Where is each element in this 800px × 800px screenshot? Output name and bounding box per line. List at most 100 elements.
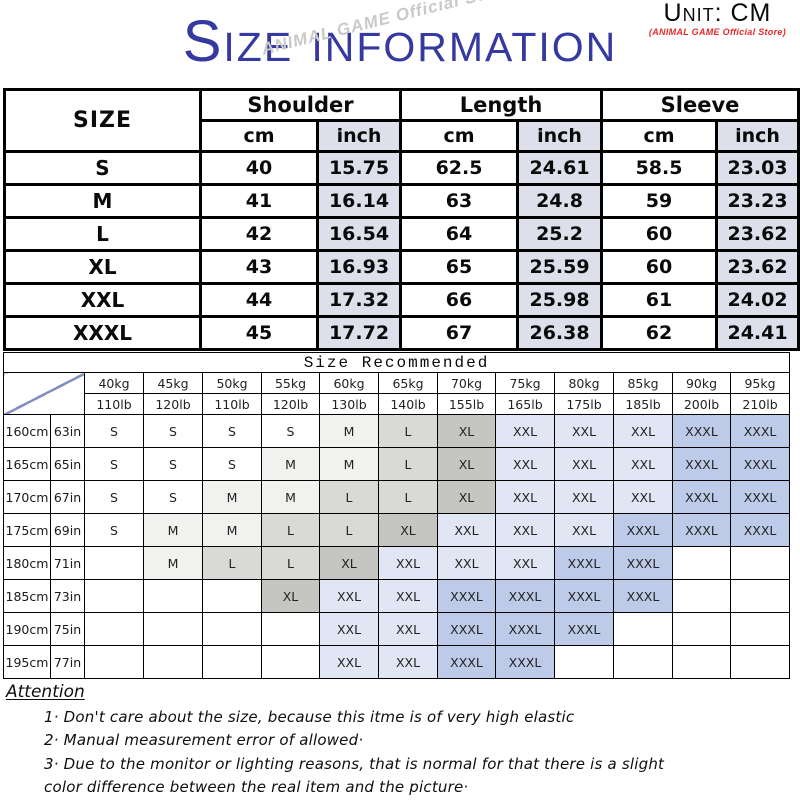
recommended-size-cell: XXXL <box>554 579 614 613</box>
size-table-row: XL 43 16.93 65 25.59 60 23.62 <box>3 249 800 285</box>
recommended-size-cell <box>554 645 614 679</box>
recommended-size-cell: XXL <box>554 480 614 514</box>
recommended-size-cell: XL <box>319 546 379 580</box>
recommended-row: 190cm 75in XXL XXL XXXL XXXL XXXL <box>3 612 791 646</box>
measurement-value: 25.2 <box>516 216 604 252</box>
height-in-label: 69in <box>50 513 85 547</box>
measurement-value: 16.14 <box>315 183 403 219</box>
recommended-size-cell: XXL <box>378 546 438 580</box>
unit-label: Unit: CM <box>663 0 772 27</box>
recommended-size-cell: L <box>378 414 438 448</box>
weight-kg-header: 80kg <box>554 372 614 394</box>
recommended-size-cell: M <box>261 480 320 514</box>
recommended-size-cell <box>729 546 791 580</box>
measurement-value: 63 <box>399 183 520 219</box>
size-label: XL <box>3 249 202 285</box>
measurement-value: 25.98 <box>516 282 604 318</box>
size-table-row: M 41 16.14 63 24.8 59 23.23 <box>3 183 800 219</box>
size-table-row: XXL 44 17.32 66 25.98 61 24.02 <box>3 282 800 318</box>
recommended-size-cell: S <box>202 447 262 481</box>
recommended-size-cell: L <box>378 480 438 514</box>
recommended-size-cell: XXL <box>554 513 614 547</box>
recommended-size-cell: XXL <box>554 414 614 448</box>
recommended-size-cell: XXXL <box>554 546 614 580</box>
recommended-size-cell: XXXL <box>554 612 614 646</box>
page-title: Size information <box>182 9 618 74</box>
weight-kg-header: 75kg <box>495 372 555 394</box>
unit-block: Unit: CM (ANIMAL GAME Official Store) <box>649 0 786 37</box>
recommended-row: 170cm 67in S S M M L L XL XXL XXL XXL XXXL XXXL <box>3 480 791 514</box>
recommended-size-cell: L <box>261 513 320 547</box>
recommended-size-cell: XXL <box>378 579 438 613</box>
recommended-size-cell: XXL <box>378 612 438 646</box>
recommended-row: 180cm 71in M L L XL XXL XXL XXL XXXL XXXL <box>3 546 791 580</box>
attention-heading: Attention <box>6 682 85 702</box>
height-in-label: 65in <box>50 447 85 481</box>
recommended-size-cell: S <box>84 414 144 448</box>
unit-header: cm <box>199 119 319 153</box>
recommended-size-cell: XXL <box>378 645 438 679</box>
unit-header: inch <box>516 119 604 153</box>
recommended-size-cell: L <box>202 546 262 580</box>
recommended-size-cell: XXXL <box>729 414 791 448</box>
recommended-size-cell: XXL <box>437 546 496 580</box>
recommended-size-cell: XXXL <box>672 480 731 514</box>
measurement-value: 65 <box>399 249 520 285</box>
recommended-size-cell <box>202 612 262 646</box>
measurement-value: 24.02 <box>715 282 800 318</box>
measurement-value: 60 <box>600 216 719 252</box>
attention-note-2: 2· Manual measurement error of allowed· <box>44 731 364 750</box>
recommended-size-cell: XXL <box>495 513 555 547</box>
size-corner-header: SIZE <box>3 88 202 153</box>
measurement-value: 62 <box>600 315 719 351</box>
size-label: XXXL <box>3 315 202 351</box>
recommended-size-cell <box>613 612 673 646</box>
recommended-size-cell: L <box>261 546 320 580</box>
measurement-value: 24.8 <box>516 183 604 219</box>
weight-lb-header: 140lb <box>378 393 438 415</box>
recommended-size-cell: XL <box>261 579 320 613</box>
measure-group-header: Shoulder <box>198 88 403 122</box>
recommended-size-cell: XXL <box>613 480 673 514</box>
weight-kg-row: 40kg 45kg 50kg 55kg 60kg 65kg 70kg 75kg 80kg 85kg… <box>3 372 791 415</box>
recommended-size-cell: XXL <box>495 480 555 514</box>
recommended-size-cell: M <box>319 447 379 481</box>
height-cm-label: 190cm <box>3 612 51 646</box>
recommended-size-cell: XXL <box>554 447 614 481</box>
recommended-size-cell: XXXL <box>729 513 791 547</box>
store-name-label: (ANIMAL GAME Official Store) <box>648 27 786 38</box>
unit-header: cm <box>399 119 520 153</box>
recommended-size-cell: S <box>202 414 262 448</box>
recommended-size-cell <box>672 579 731 613</box>
weight-lb-header: 175lb <box>554 393 614 415</box>
recommended-size-cell: XL <box>437 447 496 481</box>
measurement-value: 23.03 <box>715 150 800 186</box>
recommended-size-cell: XXXL <box>495 645 555 679</box>
measurement-value: 58.5 <box>600 150 719 186</box>
recommended-size-cell: XXXL <box>729 480 791 514</box>
recommended-size-cell: XXXL <box>437 612 496 646</box>
recommended-size-cell: XXXL <box>672 513 731 547</box>
measurement-value: 61 <box>600 282 719 318</box>
unit-header: inch <box>315 119 403 153</box>
recommended-size-cell <box>729 645 791 679</box>
recommended-size-cell: M <box>143 513 203 547</box>
height-in-label: 63in <box>50 414 85 448</box>
measurement-value: 17.32 <box>315 282 403 318</box>
weight-kg-header: 70kg <box>437 372 496 394</box>
height-in-label: 73in <box>50 579 85 613</box>
recommended-row: 165cm 65in S S S M M L XL XXL XXL XXL XXXL XXXL <box>3 447 791 481</box>
weight-kg-header: 55kg <box>261 372 320 394</box>
weight-kg-header: 90kg <box>672 372 731 394</box>
attention-note-3: 3· Due to the monitor or lighting reason… <box>44 754 665 773</box>
measurement-value: 59 <box>600 183 719 219</box>
size-label: S <box>3 150 202 186</box>
recommended-size-cell: XXL <box>495 414 555 448</box>
size-label: M <box>3 183 202 219</box>
weight-kg-header: 50kg <box>202 372 262 394</box>
size-table-row: L 42 16.54 64 25.2 60 23.62 <box>3 216 800 252</box>
measurement-value: 23.62 <box>715 249 800 285</box>
weight-lb-header: 120lb <box>261 393 320 415</box>
recommended-size-cell: XL <box>378 513 438 547</box>
recommended-size-cell: XXXL <box>495 579 555 613</box>
